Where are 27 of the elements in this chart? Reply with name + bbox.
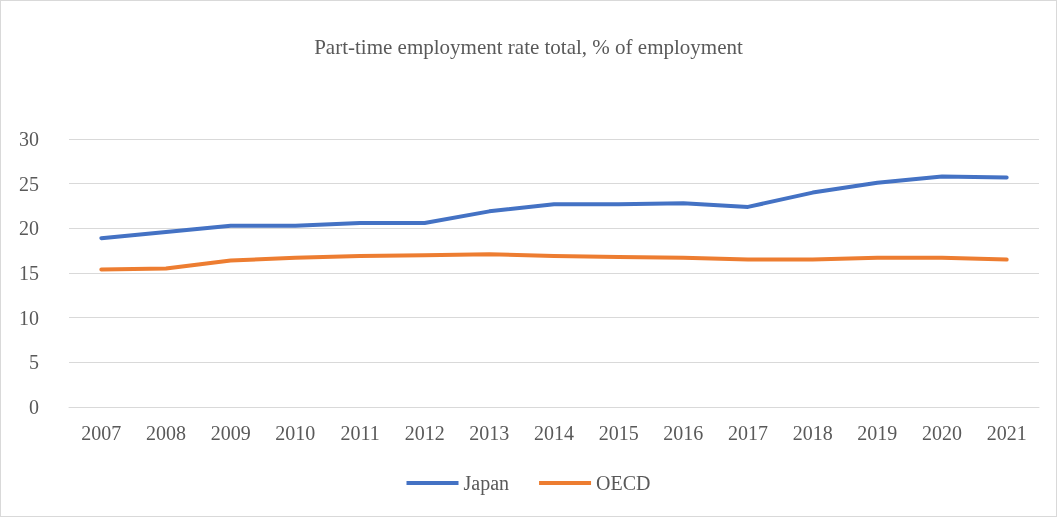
x-tick-label: 2021 xyxy=(986,422,1027,444)
x-tick-label: 2011 xyxy=(340,422,380,444)
y-tick-label: 10 xyxy=(19,306,39,329)
x-tick-label: 2009 xyxy=(210,422,251,444)
x-tick-label: 2017 xyxy=(728,422,768,444)
x-tick-label: 2007 xyxy=(81,422,122,444)
y-tick-label: 30 xyxy=(19,128,39,150)
y-tick-label: 20 xyxy=(19,217,39,240)
x-tick-label: 2015 xyxy=(598,422,639,444)
line-series xyxy=(99,252,1009,272)
legend-label: Japan xyxy=(463,472,510,495)
y-tick-label: 0 xyxy=(29,396,39,418)
x-tick-label: 2012 xyxy=(404,422,445,444)
y-tick-label: 25 xyxy=(19,172,39,195)
x-tick-label: 2020 xyxy=(922,422,962,444)
chart-title: Part-time employment rate total, % of employment xyxy=(314,34,743,59)
y-tick-label: 5 xyxy=(29,351,39,374)
legend-label: OECD xyxy=(596,472,651,494)
x-tick-label: 2010 xyxy=(275,422,316,444)
y-tick-label: 15 xyxy=(19,262,39,284)
x-tick-label: 2018 xyxy=(792,422,833,444)
x-tick-label: 2019 xyxy=(857,422,898,444)
x-tick-label: 2008 xyxy=(146,422,186,444)
x-tick-label: 2013 xyxy=(469,422,510,444)
x-tick-label: 2014 xyxy=(534,422,574,444)
line-series xyxy=(99,174,1009,241)
x-tick-label: 2016 xyxy=(663,422,704,444)
